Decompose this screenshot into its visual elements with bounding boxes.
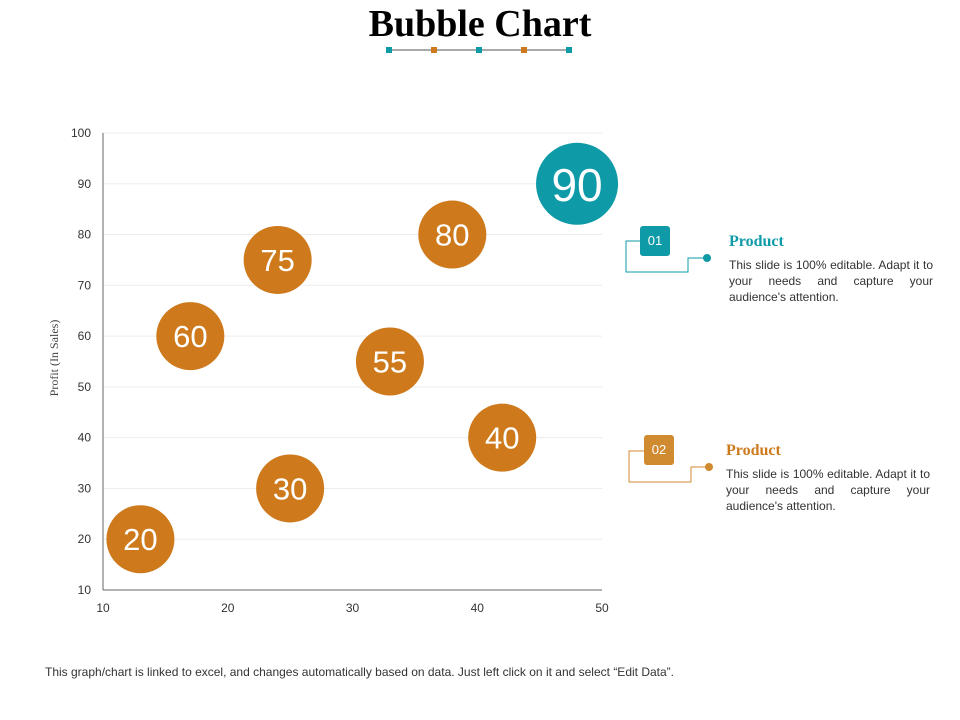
bubble[interactable]: 20 bbox=[106, 505, 175, 574]
x-tick-label: 10 bbox=[96, 601, 110, 615]
bubble[interactable]: 30 bbox=[256, 454, 325, 523]
y-tick-label: 30 bbox=[78, 481, 92, 495]
y-tick-label: 60 bbox=[78, 329, 92, 343]
bubble-circle bbox=[106, 505, 175, 574]
y-axis-label: Profit (In Sales) bbox=[47, 320, 61, 397]
callout-heading-01: Product bbox=[729, 233, 784, 250]
bubble-label: 60 bbox=[173, 319, 207, 354]
bubble[interactable]: 75 bbox=[243, 225, 312, 294]
divider-dot bbox=[431, 47, 437, 53]
footer-note: This graph/chart is linked to excel, and… bbox=[45, 665, 674, 679]
y-axis-ticks: 10 20 30 40 50 60 70 80 90 100 bbox=[71, 126, 91, 597]
callout-number-02: 02 bbox=[644, 435, 674, 465]
y-tick-label: 50 bbox=[78, 380, 92, 394]
bubble[interactable]: 60 bbox=[156, 302, 225, 371]
bubble-circle bbox=[355, 327, 424, 396]
divider-dot bbox=[476, 47, 482, 53]
callout-text-01: This slide is 100% editable. Adapt it to… bbox=[729, 258, 933, 304]
bubble-label: 30 bbox=[273, 471, 307, 506]
title-divider bbox=[386, 47, 572, 53]
bubble-circle bbox=[243, 225, 312, 294]
x-tick-label: 20 bbox=[221, 601, 235, 615]
bubble-label: 75 bbox=[260, 243, 294, 278]
bubble-circle bbox=[418, 200, 487, 269]
divider-dot bbox=[521, 47, 527, 53]
bubble-circle bbox=[156, 302, 225, 371]
bubble-label: 80 bbox=[435, 218, 469, 253]
callout-number-01: 01 bbox=[640, 226, 670, 256]
callout-text-02: This slide is 100% editable. Adapt it to… bbox=[726, 467, 930, 513]
y-tick-label: 20 bbox=[78, 532, 92, 546]
divider-dot bbox=[566, 47, 572, 53]
x-axis-ticks: 10 20 30 40 50 bbox=[96, 601, 609, 615]
bubble-circle bbox=[256, 454, 325, 523]
y-tick-label: 70 bbox=[78, 278, 92, 292]
bubble[interactable]: 90 bbox=[536, 142, 619, 225]
x-tick-label: 50 bbox=[595, 601, 609, 615]
bubble-circle bbox=[468, 403, 537, 472]
y-tick-label: 40 bbox=[78, 431, 92, 445]
y-tick-label: 80 bbox=[78, 228, 92, 242]
y-tick-label: 100 bbox=[71, 126, 91, 140]
divider-dot bbox=[386, 47, 392, 53]
bubble-label: 40 bbox=[485, 421, 519, 456]
y-tick-label: 90 bbox=[78, 177, 92, 191]
bubble-circle bbox=[536, 142, 619, 225]
bubble[interactable]: 55 bbox=[355, 327, 424, 396]
callout-heading-02: Product bbox=[726, 442, 781, 459]
y-tick-label: 10 bbox=[78, 583, 92, 597]
page-title: Bubble Chart bbox=[368, 3, 592, 45]
bubble-label: 55 bbox=[373, 345, 407, 380]
bubble-label: 20 bbox=[123, 522, 157, 557]
bubble-label: 90 bbox=[551, 159, 602, 211]
x-tick-label: 40 bbox=[471, 601, 485, 615]
bubble[interactable]: 40 bbox=[468, 403, 537, 472]
chart-bubbles: 20 60 75 30 55 80 40 90 bbox=[106, 142, 619, 574]
bubble[interactable]: 80 bbox=[418, 200, 487, 269]
chart-axes bbox=[102, 133, 602, 591]
x-tick-label: 30 bbox=[346, 601, 360, 615]
